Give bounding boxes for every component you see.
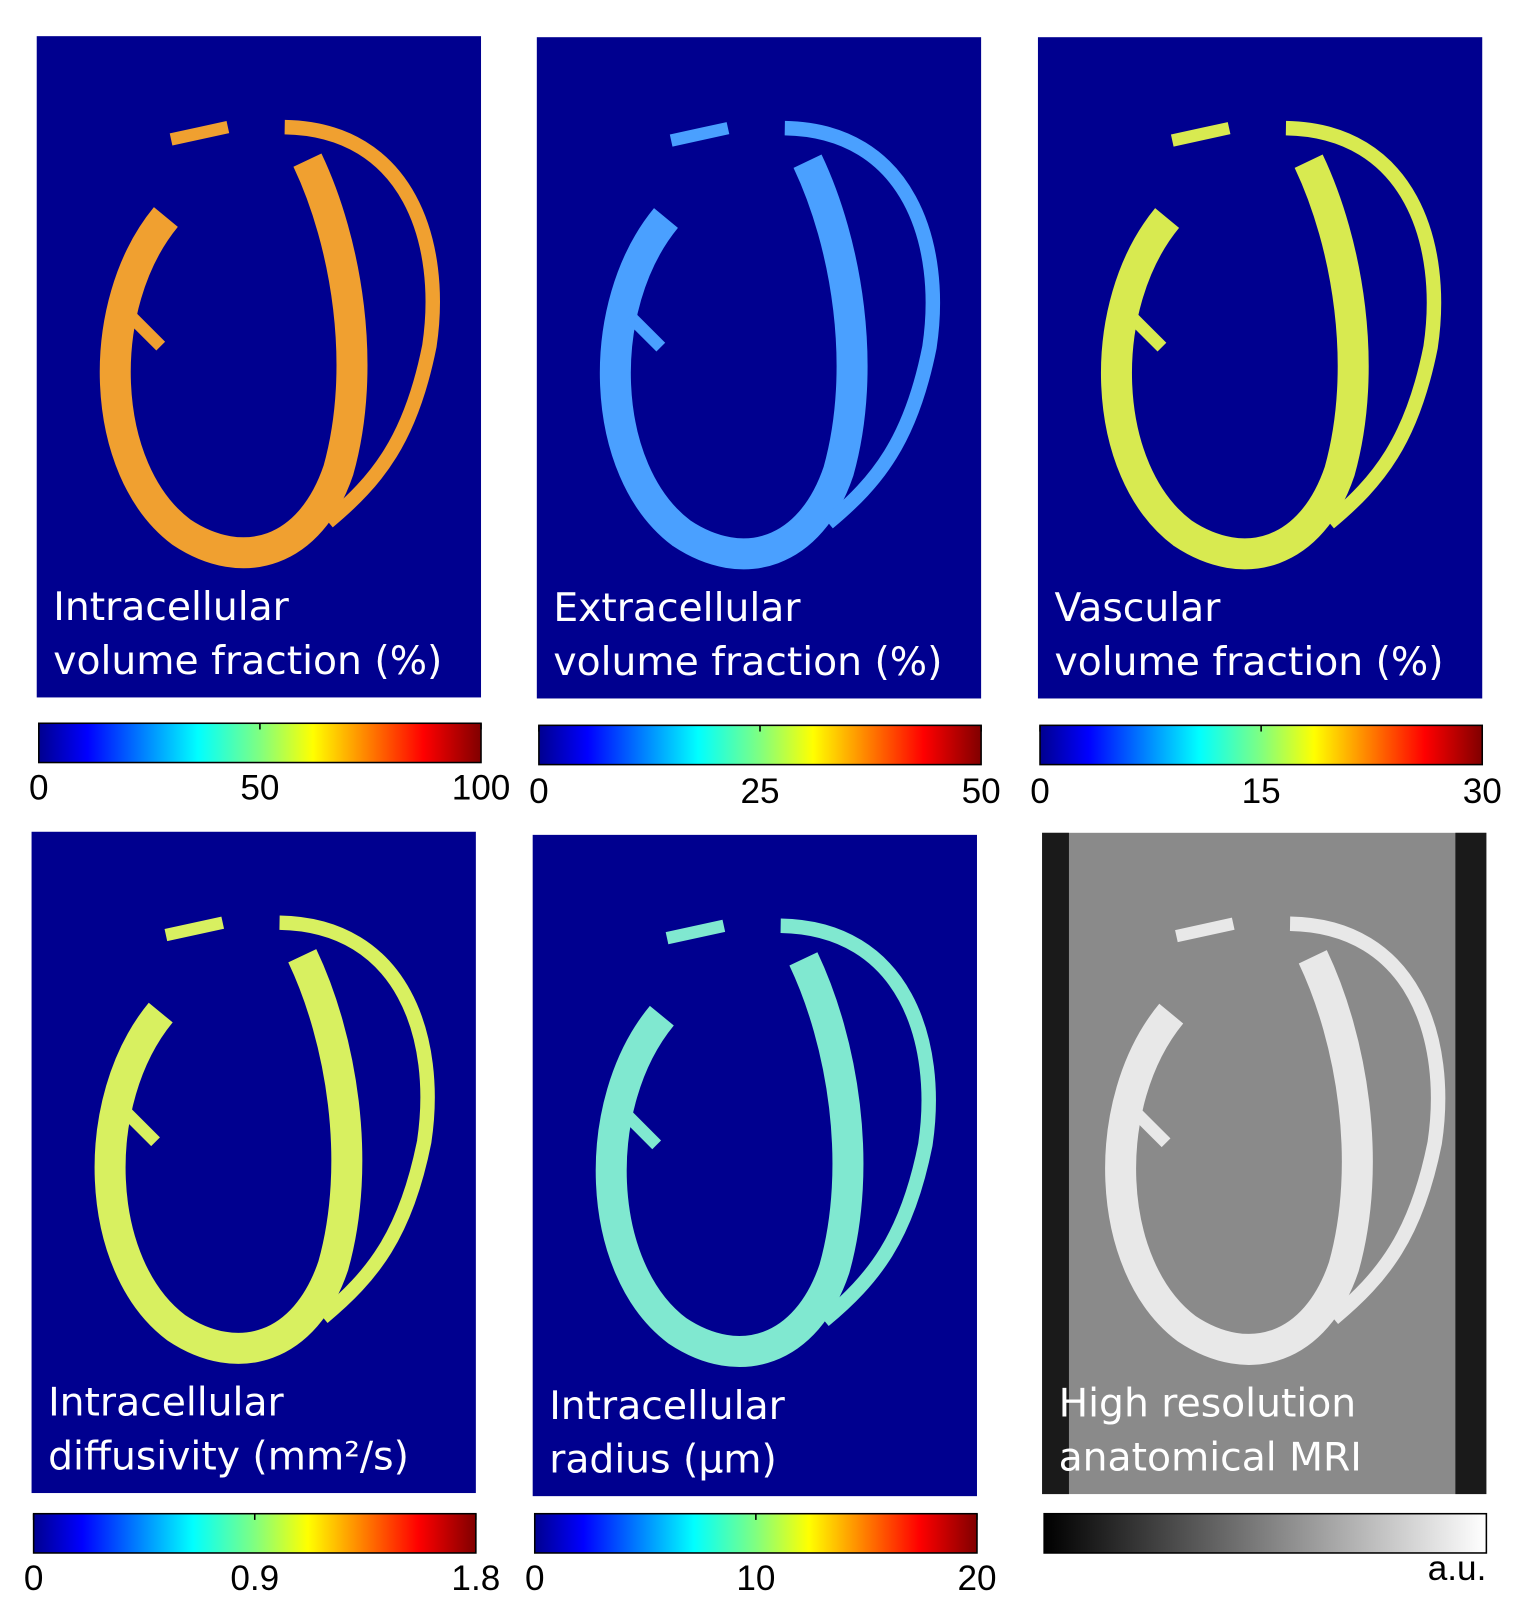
panel: Extracellular volume fraction (%) <box>536 37 982 699</box>
heart-detail <box>621 919 726 1150</box>
colorbar-tick-label: 30 <box>1463 772 1502 811</box>
colorbar-gradient <box>32 1512 477 1554</box>
heart-lv <box>595 952 864 1367</box>
colorbar: 0 25 50 <box>529 724 1001 811</box>
colorbar-tick-label: 100 <box>452 769 511 808</box>
panel: Vascular volume fraction (%) <box>1037 37 1483 699</box>
map-label: Vascular <box>1054 586 1221 631</box>
map-label: Intracellular <box>48 1381 284 1426</box>
heart-rv <box>279 915 435 1323</box>
colorbar-tick-label: 0 <box>1030 772 1050 811</box>
colorbar: 0 15 30 <box>1030 724 1502 811</box>
colorbar-tick-label: 1.8 <box>451 1559 500 1598</box>
map-label: Intracellular <box>549 1384 785 1429</box>
panel: Intracellular volume fraction (%) <box>36 36 482 698</box>
colorbar-tick-label: 0.9 <box>230 1559 279 1598</box>
map-label: diffusivity (mm²/s) <box>48 1434 409 1479</box>
dark-edge <box>1455 832 1487 1495</box>
colorbar-tick-label: 25 <box>740 772 779 811</box>
heart-lv <box>94 949 363 1364</box>
map-label: volume fraction (%) <box>553 640 942 685</box>
colorbar-tick-label: 50 <box>240 769 279 808</box>
colorbar-unit: a.u. <box>1428 1549 1487 1588</box>
colorbar-gradient <box>533 1512 978 1554</box>
colorbar: 0 0.9 1.8 <box>24 1512 500 1598</box>
heart-rv <box>784 120 941 529</box>
colorbar-gradient <box>38 722 482 764</box>
panel: Intracellular radius (µm) <box>532 834 977 1497</box>
map-label: volume fraction (%) <box>53 639 442 684</box>
colorbar-tick-label: 0 <box>29 769 49 808</box>
heart-rv <box>780 918 936 1327</box>
heart-lv <box>99 153 368 569</box>
colorbar-tick-label: 20 <box>957 1559 996 1598</box>
colorbar-tick-label: 10 <box>736 1559 775 1598</box>
map-label: Extracellular <box>553 586 801 631</box>
colorbar: 0 10 20 <box>525 1512 997 1598</box>
colorbar-tick-label: 0 <box>24 1559 44 1598</box>
heart-lv <box>599 154 868 570</box>
map-label: High resolution <box>1059 1382 1357 1427</box>
heart-detail <box>625 122 730 352</box>
map-label: Intracellular <box>53 585 289 630</box>
heart-rv <box>284 119 440 528</box>
map-label: radius (µm) <box>549 1438 777 1483</box>
heart-detail <box>120 916 225 1147</box>
heart-rv <box>1285 120 1442 529</box>
colorbar-tick-label: 50 <box>962 772 1001 811</box>
heart-lv <box>1105 950 1373 1365</box>
colorbar-gradient <box>538 724 982 766</box>
map-label: anatomical MRI <box>1059 1435 1362 1480</box>
map-label: volume fraction (%) <box>1054 640 1443 685</box>
panel: Intracellular diffusivity (mm²/s) <box>31 831 476 1494</box>
colorbar-gradient <box>1043 1512 1488 1554</box>
colorbar-gradient <box>1039 724 1484 766</box>
heart-detail <box>1130 917 1235 1148</box>
heart-lv <box>1101 154 1369 570</box>
colorbar: 0 50 100 <box>29 722 511 808</box>
colorbar-tick-label: 0 <box>525 1559 545 1598</box>
colorbar-tick-label: 0 <box>529 772 549 811</box>
panel: High resolution anatomical MRI <box>1042 832 1487 1495</box>
colorbar-tick-label: 15 <box>1242 772 1281 811</box>
heart-detail <box>125 121 230 351</box>
heart-detail <box>1126 122 1231 352</box>
colorbar: a.u. <box>1043 1512 1488 1588</box>
heart-rv <box>1289 916 1446 1324</box>
dark-edge <box>1042 832 1069 1495</box>
